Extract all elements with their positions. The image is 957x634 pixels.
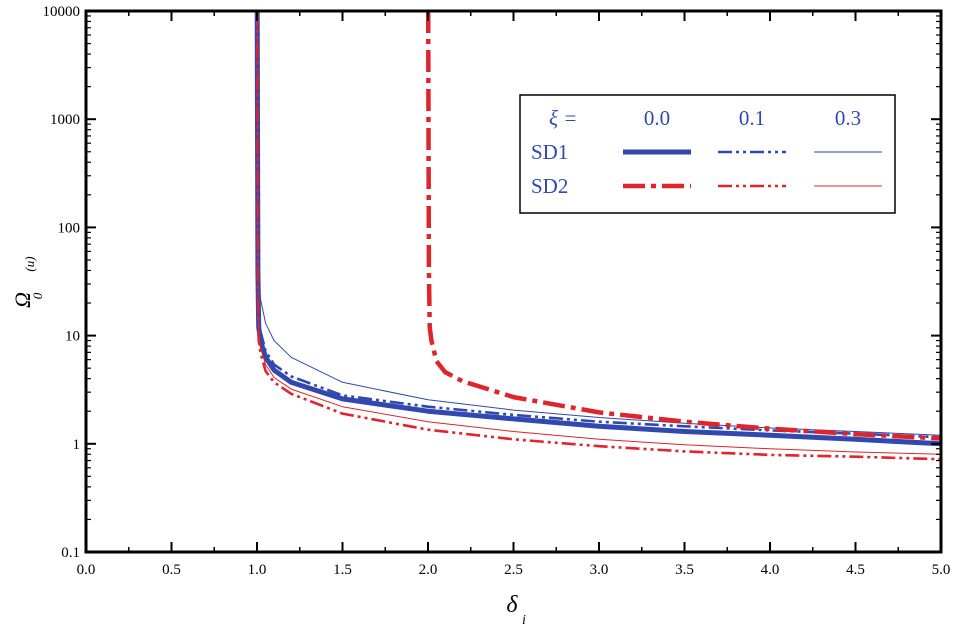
- series-sd1-xi-0-0: [254, 10, 942, 447]
- y-tick-label: 10: [65, 329, 80, 345]
- legend-column-2: 0.3: [835, 106, 861, 130]
- series-layer: [254, 10, 942, 461]
- y-tick-label: 100: [58, 220, 81, 236]
- y-tick-label: 1: [73, 437, 81, 453]
- ticks-layer: [85, 10, 942, 553]
- x-axis-title: δ i: [506, 592, 526, 628]
- x-axis-title-main: δ: [506, 592, 518, 618]
- y-axis-title-sub: 0: [30, 292, 45, 299]
- x-tick-label: 0.0: [77, 562, 96, 578]
- series-sd1-xi-0-3: [256, 10, 942, 436]
- x-tick-label: 2.5: [504, 562, 523, 578]
- x-tick-label: 1.5: [333, 562, 352, 578]
- x-tick-label: 4.5: [846, 562, 865, 578]
- y-axis-title-main: Ω: [10, 292, 35, 308]
- y-axis-title: Ω 0 (u): [10, 256, 45, 308]
- legend-header-label: ξ =: [549, 106, 577, 130]
- x-tick-label: 0.5: [162, 562, 181, 578]
- x-axis-title-sub: i: [522, 613, 526, 628]
- y-axis-title-sup: (u): [22, 256, 37, 271]
- series-sd1-xi-0-1: [255, 10, 942, 439]
- x-tick-label: 3.5: [675, 562, 694, 578]
- series-sd2-xi-0-1: [255, 10, 942, 461]
- y-tick-label: 1000: [50, 112, 80, 128]
- x-tick-label: 5.0: [932, 562, 951, 578]
- y-tick-label: 10000: [43, 4, 81, 20]
- x-tick-label: 4.0: [761, 562, 780, 578]
- x-tick-label: 2.0: [419, 562, 438, 578]
- legend-row-sd2: SD2: [531, 174, 568, 198]
- legend-column-1: 0.1: [739, 106, 765, 130]
- labels-layer: 0.0 0.5 1.0 1.5 2.0 2.5 3.0 3.5 4.0 4.5 5.0 0.1 1 10 1…: [43, 4, 951, 578]
- series-sd2-xi-0-0: [425, 10, 942, 441]
- series-sd2-xi-0-3: [256, 10, 942, 455]
- y-tick-label: 0.1: [61, 545, 80, 561]
- legend-column-0: 0.0: [644, 106, 670, 130]
- legend-box: [519, 94, 896, 214]
- plot-frame: [84, 9, 943, 554]
- x-tick-label: 1.0: [248, 562, 267, 578]
- legend-samples: [623, 149, 882, 189]
- legend: ξ = 0.0 0.1 0.3 SD1 SD2: [519, 94, 896, 214]
- x-tick-label: 3.0: [590, 562, 609, 578]
- legend-row-sd1: SD1: [531, 140, 568, 164]
